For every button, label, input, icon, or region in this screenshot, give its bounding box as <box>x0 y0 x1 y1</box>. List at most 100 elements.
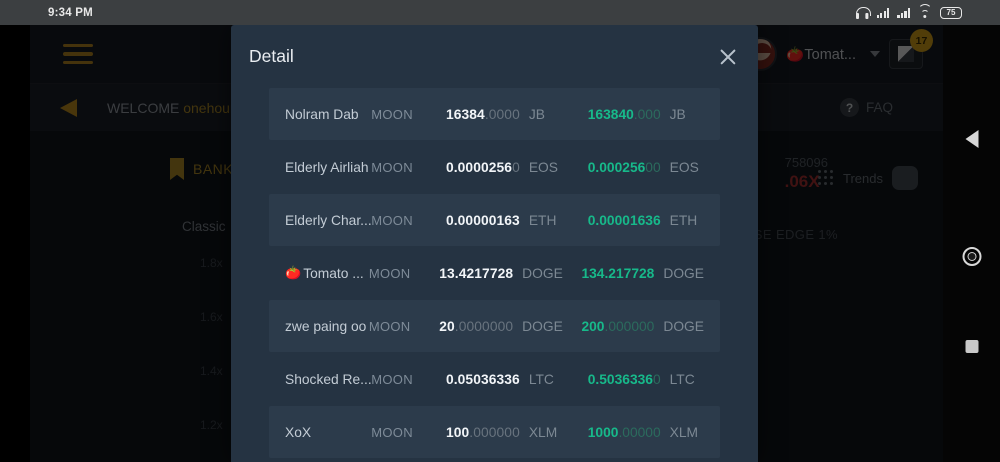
row-profit-trailing: 00 <box>645 159 661 175</box>
row-bet-currency: EOS <box>528 159 558 175</box>
trends-toggle[interactable] <box>892 166 918 190</box>
row-profit-currency: EOS <box>669 159 699 175</box>
hamburger-icon[interactable] <box>63 43 93 65</box>
row-username-text: zwe paing oo <box>285 318 367 334</box>
question-mark-icon: ? <box>839 98 859 117</box>
row-username-text: XoX <box>285 424 312 440</box>
table-row[interactable]: XoX MOON 100.000000 XLM 1000.00000 XLM <box>269 406 720 458</box>
row-username: Elderly Char... <box>285 213 371 228</box>
row-bet-amount-trailing: .0000000 <box>454 318 514 334</box>
row-bet-amount: 16384.0000 <box>424 107 520 122</box>
bankroll-label-group: BANKR <box>170 158 244 180</box>
user-area[interactable]: 🍅Tomat... 17 <box>743 29 933 71</box>
row-bet-amount-trailing: 0 <box>512 159 520 175</box>
row-bet-amount-significant: 0.0000256 <box>445 159 513 175</box>
row-username-text: Nolram Dab <box>285 106 359 122</box>
round-stats: 758096 .06X <box>785 155 828 192</box>
row-bet-currency: XLM <box>528 424 558 440</box>
row-bet-currency: JB <box>528 106 545 122</box>
welcome-text: WELCOME onehoures <box>107 100 249 116</box>
row-username: Nolram Dab <box>285 107 371 122</box>
trends-label: Trends <box>843 170 883 186</box>
row-profit-currency: XLM <box>669 424 699 440</box>
status-clock: 9:34 PM <box>48 6 93 19</box>
chart-axis: 1.8x 1.6x 1.4x 1.2x <box>200 256 223 462</box>
wallet-button[interactable]: 17 <box>889 29 933 69</box>
table-row[interactable]: zwe paing oo MOON 20.0000000 DOGE 200 .000000… <box>269 300 720 352</box>
row-bet-amount: 13.4217728 <box>420 266 513 281</box>
row-bet-amount: 100.000000 <box>424 425 520 440</box>
row-username: zwe paing oo <box>285 319 369 334</box>
row-game-mode: MOON <box>371 212 413 228</box>
row-profit-amount: 0.50363360 <box>566 371 661 387</box>
back-triangle-icon[interactable] <box>965 130 978 148</box>
username-label: 🍅Tomat... <box>786 46 856 63</box>
row-profit-significant: 0.5036336 <box>587 371 653 387</box>
signal-icon <box>876 7 890 18</box>
round-multiplier: .06X <box>784 172 820 191</box>
signal-icon-2 <box>897 7 910 18</box>
row-bet-amount: 0.00002560 <box>424 160 520 175</box>
row-bet-amount-significant: 100 <box>445 424 470 440</box>
row-username-text: Shocked Re... <box>285 371 372 387</box>
status-system-icons: 75 <box>855 4 962 19</box>
android-navigation-bar <box>943 25 1000 462</box>
table-row[interactable]: Nolram Dab MOON 16384.0000 JB 163840.000 JB <box>269 88 720 140</box>
bankroll-label: BANKR <box>193 161 244 177</box>
dialog-title: Detail <box>249 46 294 66</box>
row-bet-currency: DOGE <box>522 318 563 334</box>
table-row[interactable]: Elderly Char... MOON 0.00000163 ETH 0.000016… <box>269 194 720 246</box>
row-profit-significant: 134.217728 <box>581 265 655 281</box>
row-username: XoX <box>285 425 371 440</box>
row-game-mode: MOON <box>371 424 413 440</box>
row-profit-significant: 0.00001636 <box>587 212 661 228</box>
home-circle-icon[interactable] <box>962 247 981 266</box>
row-profit-trailing: 0 <box>652 371 661 387</box>
trends-button[interactable]: Trends <box>818 166 918 190</box>
row-profit-significant: 1000 <box>587 424 619 440</box>
table-row[interactable]: Shocked Re... MOON 0.05036336 LTC 0.50363360… <box>269 353 720 405</box>
wallet-icon <box>898 46 914 62</box>
row-bet-amount: 20.0000000 <box>420 319 513 334</box>
row-bet-currency: ETH <box>528 212 557 228</box>
chevron-down-icon[interactable] <box>870 51 880 57</box>
axis-tick-0: 1.8x <box>200 256 223 270</box>
row-profit-currency: ETH <box>669 212 698 228</box>
status-bar: 9:34 PM 75 <box>0 0 1000 25</box>
detail-row-list[interactable]: Nolram Dab MOON 16384.0000 JB 163840.000 JB El… <box>231 88 758 462</box>
detail-dialog: Detail Nolram Dab MOON 16384.0000 JB 163840.… <box>231 25 758 462</box>
left-bezel <box>0 25 30 462</box>
row-bet-amount-significant: 16384 <box>445 106 485 122</box>
close-icon[interactable] <box>715 44 741 70</box>
wifi-icon <box>918 4 932 18</box>
row-bet-amount-significant: 13.4217728 <box>439 265 514 281</box>
table-row[interactable]: Elderly Airliah MOON 0.00002560 EOS 0.000256… <box>269 141 720 193</box>
axis-tick-3: 1.2x <box>200 418 223 432</box>
row-profit-amount: 163840.000 <box>566 106 661 122</box>
recents-square-icon[interactable] <box>965 340 978 353</box>
row-profit-significant: 163840 <box>587 106 634 122</box>
megaphone-icon <box>60 98 77 117</box>
table-row[interactable]: 🍅 Tomato ... MOON 13.4217728 DOGE 134.217728 D… <box>269 247 720 299</box>
axis-tick-2: 1.4x <box>200 364 223 378</box>
tab-classic[interactable]: Classic <box>182 219 226 234</box>
row-game-mode: MOON <box>368 318 411 334</box>
row-bet-amount-trailing: .000000 <box>469 424 520 440</box>
row-profit-trailing: .000 <box>633 106 661 122</box>
row-profit-amount: 1000.00000 <box>566 424 661 440</box>
row-profit-currency: DOGE <box>663 265 704 281</box>
row-game-mode: MOON <box>371 106 413 122</box>
row-profit-significant: 200 <box>581 318 605 334</box>
welcome-prefix: WELCOME <box>107 99 184 116</box>
faq-link[interactable]: ? FAQ <box>839 98 893 117</box>
battery-indicator: 75 <box>940 6 962 19</box>
row-profit-currency: DOGE <box>663 318 704 334</box>
house-edge-label: USE EDGE 1% <box>744 227 838 242</box>
grid-dots-icon <box>818 170 834 186</box>
app-body: BANKR Classic 1.8x 1.6x 1.4x 1.2x 758096… <box>30 131 943 462</box>
row-game-mode: MOON <box>371 159 413 175</box>
row-bet-amount-significant: 0.05036336 <box>445 371 520 387</box>
row-game-mode: MOON <box>368 265 411 281</box>
row-bet-amount: 0.00000163 <box>424 213 520 228</box>
